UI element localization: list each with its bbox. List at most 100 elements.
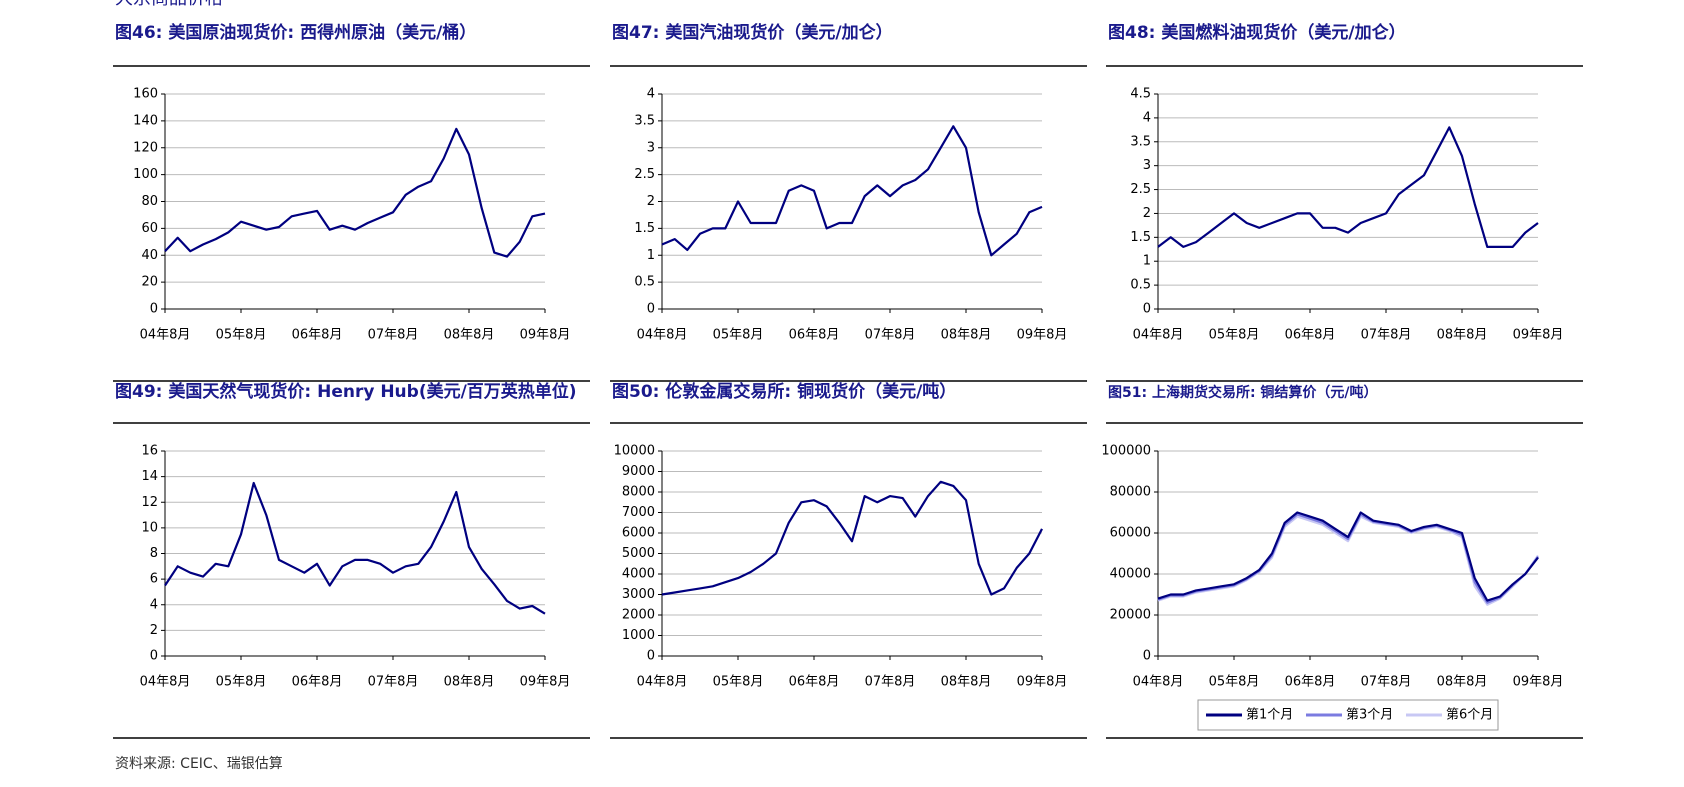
x-tick-label: 08年8月 — [1437, 675, 1488, 690]
y-tick-label: 120 — [133, 140, 158, 155]
x-tick-label: 08年8月 — [444, 675, 495, 690]
y-tick-label: 8 — [150, 546, 158, 561]
y-tick-label: 6 — [150, 572, 158, 587]
y-tick-label: 40000 — [1110, 567, 1151, 582]
y-tick-label: 2 — [647, 194, 655, 209]
y-tick-label: 5000 — [622, 546, 655, 561]
legend-label: 第3个月 — [1346, 708, 1393, 723]
source-note: 资料来源: CEIC、瑞银估算 — [115, 756, 283, 772]
x-tick-label: 05年8月 — [216, 675, 267, 690]
y-tick-label: 4000 — [622, 567, 655, 582]
data-line — [164, 481, 546, 615]
legend-box — [1197, 699, 1499, 731]
x-tick-label: 08年8月 — [1437, 328, 1488, 343]
x-tick-label: 09年8月 — [520, 675, 571, 690]
x-tick-label: 04年8月 — [140, 675, 191, 690]
data-line — [661, 480, 1043, 596]
data-line — [1157, 511, 1539, 602]
y-tick-label: 80000 — [1110, 485, 1151, 500]
x-tick-label: 06年8月 — [292, 675, 343, 690]
data-line — [1157, 126, 1539, 248]
chart-title: 图51: 上海期货交易所: 铜结算价（元/吨） — [1108, 384, 1378, 401]
data-line — [164, 127, 546, 258]
x-tick-label: 08年8月 — [941, 675, 992, 690]
y-tick-label: 160 — [133, 87, 158, 102]
x-tick-label: 05年8月 — [713, 675, 764, 690]
x-tick-label: 08年8月 — [941, 328, 992, 343]
x-tick-label: 07年8月 — [368, 328, 419, 343]
y-tick-label: 3.5 — [634, 113, 655, 128]
y-tick-label: 9000 — [622, 464, 655, 479]
y-tick-label: 4 — [647, 87, 655, 102]
legend-label: 第1个月 — [1246, 708, 1293, 723]
y-tick-label: 2 — [1143, 206, 1151, 221]
y-tick-label: 4 — [150, 597, 158, 612]
x-tick-label: 09年8月 — [520, 328, 571, 343]
y-tick-label: 0 — [150, 302, 158, 317]
y-tick-label: 0 — [647, 302, 655, 317]
chart-title: 图50: 伦敦金属交易所: 铜现货价（美元/吨） — [612, 381, 956, 402]
y-tick-label: 1000 — [622, 628, 655, 643]
x-tick-label: 06年8月 — [789, 328, 840, 343]
x-tick-label: 09年8月 — [1017, 675, 1068, 690]
y-tick-label: 0.5 — [634, 275, 655, 290]
y-tick-label: 0 — [1143, 649, 1151, 664]
x-tick-label: 07年8月 — [865, 328, 916, 343]
y-tick-label: 140 — [133, 113, 158, 128]
y-tick-label: 10000 — [614, 444, 655, 459]
x-tick-label: 04年8月 — [140, 328, 191, 343]
chart-title: 图48: 美国燃料油现货价（美元/加仑） — [1108, 22, 1406, 43]
section-title: 大宗商品价格 — [115, 0, 223, 9]
y-tick-label: 2.5 — [1130, 182, 1151, 197]
y-tick-label: 3 — [1143, 158, 1151, 173]
x-tick-label: 04年8月 — [1133, 328, 1184, 343]
chart-title: 图46: 美国原油现货价: 西得州原油（美元/桶） — [115, 22, 476, 43]
x-tick-label: 07年8月 — [368, 675, 419, 690]
x-tick-label: 04年8月 — [637, 675, 688, 690]
y-tick-label: 14 — [141, 469, 158, 484]
x-tick-label: 09年8月 — [1513, 675, 1564, 690]
x-tick-label: 07年8月 — [1361, 675, 1412, 690]
y-tick-label: 1.5 — [1130, 230, 1151, 245]
y-tick-label: 100000 — [1101, 444, 1151, 459]
y-tick-label: 20 — [141, 275, 158, 290]
x-tick-label: 07年8月 — [865, 675, 916, 690]
y-tick-label: 4 — [1143, 110, 1151, 125]
legend-label: 第6个月 — [1446, 708, 1493, 723]
chart-title: 图47: 美国汽油现货价（美元/加仑） — [612, 22, 893, 43]
y-tick-label: 0 — [647, 649, 655, 664]
x-tick-label: 08年8月 — [444, 328, 495, 343]
x-tick-label: 07年8月 — [1361, 328, 1412, 343]
x-tick-label: 06年8月 — [1285, 675, 1336, 690]
y-tick-label: 6000 — [622, 526, 655, 541]
y-tick-label: 0.5 — [1130, 278, 1151, 293]
y-tick-label: 3 — [647, 140, 655, 155]
y-tick-label: 0 — [1143, 302, 1151, 317]
y-tick-label: 2000 — [622, 608, 655, 623]
y-tick-label: 40 — [141, 248, 158, 263]
y-tick-label: 1.5 — [634, 221, 655, 236]
y-tick-label: 1 — [1143, 254, 1151, 269]
y-tick-label: 20000 — [1110, 608, 1151, 623]
y-tick-label: 0 — [150, 649, 158, 664]
x-tick-label: 06年8月 — [789, 675, 840, 690]
data-line — [661, 125, 1043, 257]
x-tick-label: 04年8月 — [1133, 675, 1184, 690]
y-tick-label: 12 — [141, 495, 158, 510]
x-tick-label: 05年8月 — [1209, 675, 1260, 690]
y-tick-label: 16 — [141, 444, 158, 459]
y-tick-label: 3000 — [622, 587, 655, 602]
y-tick-label: 100 — [133, 167, 158, 182]
x-tick-label: 09年8月 — [1017, 328, 1068, 343]
x-tick-label: 06年8月 — [292, 328, 343, 343]
x-tick-label: 05年8月 — [1209, 328, 1260, 343]
y-tick-label: 7000 — [622, 505, 655, 520]
y-tick-label: 80 — [141, 194, 158, 209]
x-tick-label: 05年8月 — [216, 328, 267, 343]
y-tick-label: 10 — [141, 520, 158, 535]
x-tick-label: 09年8月 — [1513, 328, 1564, 343]
y-tick-label: 2.5 — [634, 167, 655, 182]
y-tick-label: 1 — [647, 248, 655, 263]
x-tick-label: 04年8月 — [637, 328, 688, 343]
